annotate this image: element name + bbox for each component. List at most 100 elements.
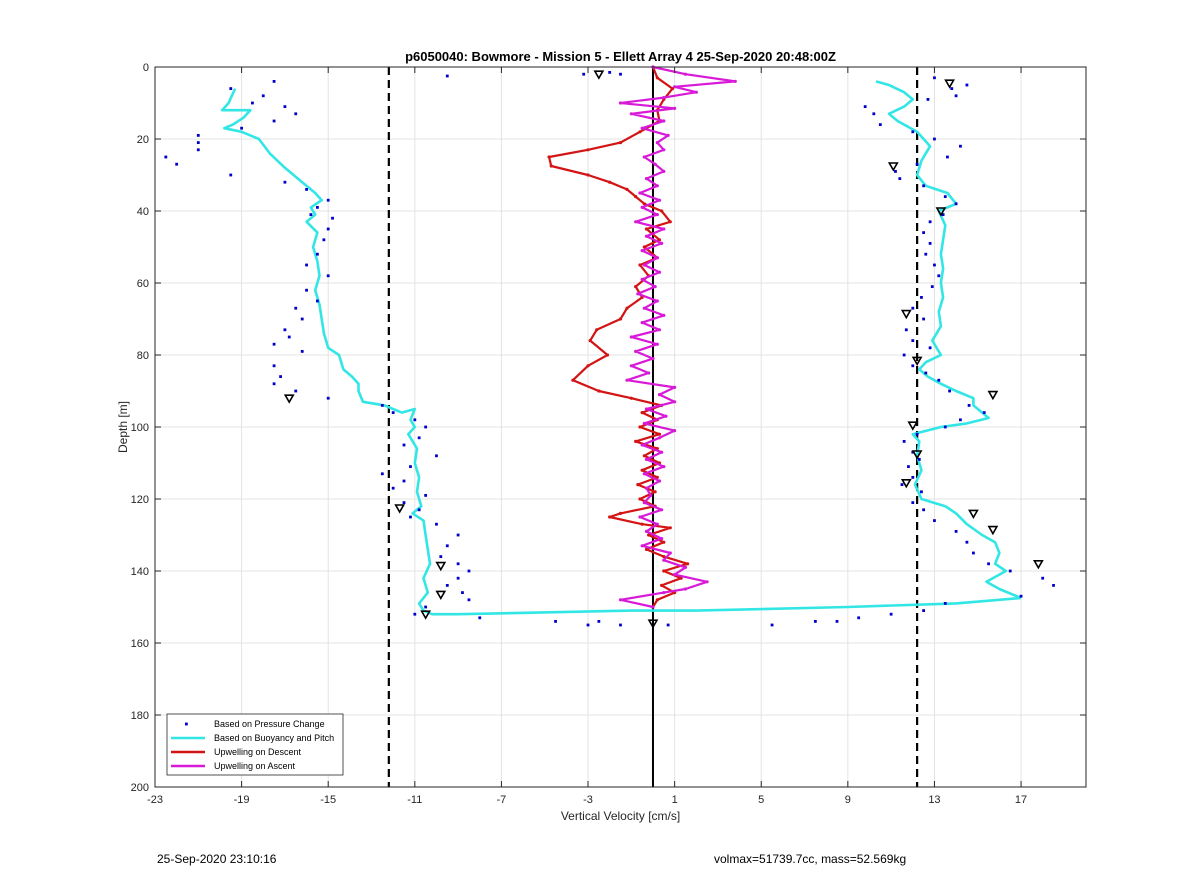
line-point — [657, 432, 662, 436]
line-point — [668, 220, 672, 224]
line-point — [655, 184, 659, 188]
data-point — [928, 346, 932, 350]
data-point — [391, 486, 395, 490]
data-point — [920, 490, 923, 494]
line-point — [653, 490, 657, 494]
data-point — [586, 623, 590, 627]
line-point — [644, 529, 649, 534]
legend: Based on Pressure Change Based on Buoyanc… — [166, 713, 344, 776]
line-point — [644, 486, 649, 490]
data-point — [380, 472, 384, 476]
line-point — [618, 101, 623, 105]
data-point — [911, 476, 915, 479]
data-point — [911, 130, 915, 134]
line-point — [636, 292, 640, 296]
line-point — [662, 227, 666, 231]
data-point — [402, 501, 406, 504]
data-point — [1052, 584, 1055, 587]
data-point — [863, 105, 867, 108]
line-point — [662, 465, 666, 469]
data-point — [619, 72, 622, 76]
line-point — [640, 321, 644, 325]
data-point — [305, 263, 308, 267]
data-point — [948, 389, 951, 393]
data-point — [417, 508, 421, 512]
data-point — [300, 350, 304, 353]
data-point — [917, 458, 921, 461]
data-point — [835, 620, 839, 623]
data-point — [1008, 569, 1012, 573]
series-buoyancy-pitch-descent — [220, 88, 1022, 616]
line-point — [662, 558, 666, 562]
data-point — [229, 87, 233, 90]
data-point — [965, 83, 969, 87]
data-point — [946, 155, 949, 159]
data-point — [287, 335, 291, 339]
data-point — [417, 436, 421, 440]
line-point — [673, 85, 677, 89]
line-point — [662, 591, 666, 595]
triangle-marker — [900, 309, 912, 320]
footer-params: volmax=51739.7cc, mass=52.569kg — [714, 852, 907, 866]
line-point — [653, 162, 657, 166]
data-point — [911, 364, 915, 368]
data-point — [967, 404, 971, 407]
data-point — [582, 72, 586, 76]
line-point — [642, 421, 646, 425]
data-point — [922, 231, 926, 234]
line-point — [655, 342, 659, 346]
legend-label: Based on Pressure Change — [214, 719, 325, 729]
line-point — [642, 202, 646, 206]
triangle-marker — [420, 610, 432, 620]
data-point — [478, 616, 482, 620]
line-point — [649, 493, 653, 497]
line-point — [629, 364, 633, 368]
line-point — [673, 429, 677, 433]
line-point — [588, 339, 592, 343]
line-point — [660, 209, 664, 213]
y-tick-label: 200 — [131, 782, 149, 794]
line-point — [640, 249, 644, 253]
triangle-marker — [900, 479, 912, 489]
line-point — [668, 526, 672, 530]
data-point — [911, 501, 915, 504]
data-point — [943, 425, 947, 429]
data-point — [941, 213, 945, 216]
line-point — [670, 87, 675, 91]
axes: -23 -19 -15 -11 -7 -3 1 5 9 13 17 0 20 40 60 80 100 120 14… — [131, 62, 1087, 806]
legend-swatch-dot — [185, 722, 188, 726]
data-point — [326, 274, 330, 278]
series-buoyancy-pitch-ascent — [875, 80, 1022, 600]
triangle-marker — [435, 561, 447, 572]
data-point — [902, 440, 906, 443]
line-point — [655, 522, 659, 526]
line-point — [571, 378, 575, 382]
data-point — [928, 242, 932, 245]
data-point — [445, 584, 449, 587]
line-point — [634, 285, 638, 289]
data-point — [911, 306, 915, 310]
x-axis-label: Vertical Velocity [cm/s] — [561, 809, 680, 823]
line-point — [642, 306, 646, 310]
data-point — [326, 396, 330, 400]
line-point — [733, 79, 737, 83]
line-point — [634, 195, 638, 199]
data-point — [813, 620, 817, 623]
line-point — [705, 580, 709, 584]
line-point — [618, 511, 623, 515]
data-point — [900, 483, 904, 486]
data-point — [922, 184, 926, 188]
data-point — [326, 227, 330, 231]
y-tick-label: 40 — [137, 206, 149, 218]
line-point — [644, 234, 649, 238]
line-point — [638, 130, 642, 134]
data-point — [666, 623, 670, 627]
line-point — [638, 497, 642, 501]
data-point — [924, 252, 928, 256]
data-point — [196, 141, 200, 144]
line-point — [651, 357, 655, 361]
data-point — [922, 508, 926, 512]
data-point — [930, 285, 934, 288]
line-point — [618, 141, 623, 145]
data-point — [283, 105, 287, 108]
